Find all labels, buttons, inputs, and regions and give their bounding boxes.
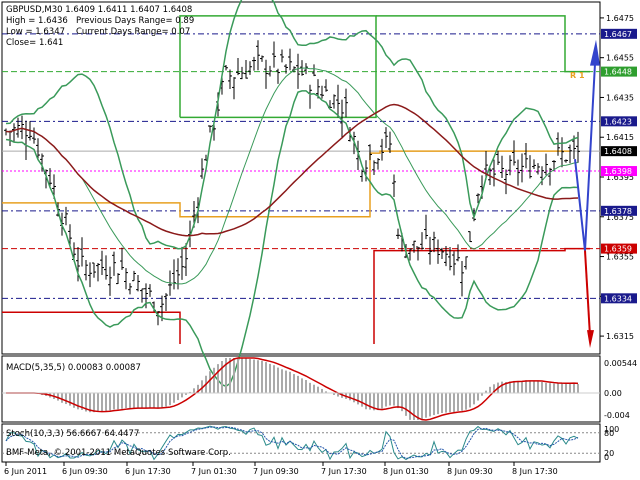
stoch-main-line	[5, 425, 579, 461]
time-tick-label: 7 Jun 01:30	[191, 467, 237, 476]
time-tick-label: 6 Jun 17:30	[125, 467, 171, 476]
price-tag	[601, 28, 637, 39]
price-tick-label: 1.6355	[606, 253, 634, 262]
price-tag-label: 1.6408	[604, 147, 632, 156]
stoch-tick-label: 100	[604, 425, 619, 434]
price-tag	[601, 293, 637, 304]
arrow-head-down	[587, 330, 594, 349]
pivot-red-line	[373, 247, 590, 345]
pivot-green-line	[376, 15, 590, 73]
time-tick-label: 6 Jun 09:30	[62, 467, 108, 476]
pivot-orange-line	[2, 150, 570, 218]
macd-tick-label: 0.00544	[604, 359, 637, 368]
price-tag-label: 1.6423	[604, 117, 632, 126]
price-tag-label: 1.6467	[604, 30, 632, 39]
bollinger-upper	[5, 0, 579, 250]
macd-signal-line	[6, 357, 579, 421]
price-tick-label: 1.6415	[606, 133, 634, 142]
stoch-tick-label: 80	[604, 429, 614, 438]
price-tick-label: 1.6435	[606, 93, 634, 102]
macd-tick-label: -0.004	[604, 411, 630, 420]
projection-arrow-down	[584, 250, 591, 337]
stoch-tick-label: 20	[604, 449, 614, 458]
price-tick-label: 1.6375	[606, 213, 634, 222]
price-tag	[601, 146, 637, 157]
price-tick-label: 1.6395	[606, 173, 634, 182]
low-label: Low = 1.6347	[6, 27, 65, 37]
price-tag-label: 1.6378	[604, 207, 632, 216]
symbol-line: GBPUSD,M30 1.6409 1.6411 1.6407 1.6408	[6, 5, 192, 15]
stoch-label: Stoch(10,3,3) 56.6667 64.4477	[6, 429, 139, 439]
bollinger-lower	[5, 90, 579, 388]
price-tag	[601, 243, 637, 254]
stoch-signal-line	[5, 426, 579, 459]
price-tag-label: 1.6448	[604, 68, 632, 77]
price-tick-label: 1.6315	[606, 332, 634, 341]
bollinger-middle	[5, 67, 579, 285]
price-tag	[601, 66, 637, 77]
price-tag	[601, 166, 637, 177]
arrow-head-up	[590, 39, 600, 66]
copyright-text: BMF-Meta, © 2001-2011 MetaQuotes Softwar…	[6, 448, 231, 458]
macd-label: MACD(5,35,5) 0.00083 0.00087	[6, 363, 141, 373]
price-tag-label: 1.6334	[604, 294, 632, 303]
time-tick-label: 6 Jun 2011	[4, 467, 47, 476]
r1-label: R 1	[570, 71, 585, 80]
price-tag	[601, 116, 637, 127]
stoch-tick-label: 0	[604, 453, 609, 462]
moving-average	[5, 103, 579, 237]
time-tick-label: 7 Jun 17:30	[321, 467, 367, 476]
high-label: High = 1.6436	[6, 16, 68, 26]
price-tick-label: 1.6455	[606, 54, 634, 63]
previous-days-range: Previous Days Range= 0.89	[76, 16, 194, 26]
price-panel[interactable]	[1, 1, 601, 355]
time-tick-label: 7 Jun 09:30	[253, 467, 299, 476]
pivot-red-line	[2, 311, 181, 345]
time-tick-label: 8 Jun 17:30	[512, 467, 558, 476]
price-tag	[601, 205, 637, 216]
price-tag-label: 1.6359	[604, 245, 632, 254]
time-tick-label: 8 Jun 09:30	[447, 467, 493, 476]
price-tag-label: 1.6398	[604, 167, 632, 176]
current-days-range: Current Days Range= 0.07	[76, 27, 190, 37]
price-tick-label: 1.6475	[606, 14, 634, 23]
close-label: Close= 1.641	[6, 38, 63, 48]
time-tick-label: 8 Jun 01:30	[383, 467, 429, 476]
macd-tick-label: 0.00	[604, 389, 622, 398]
